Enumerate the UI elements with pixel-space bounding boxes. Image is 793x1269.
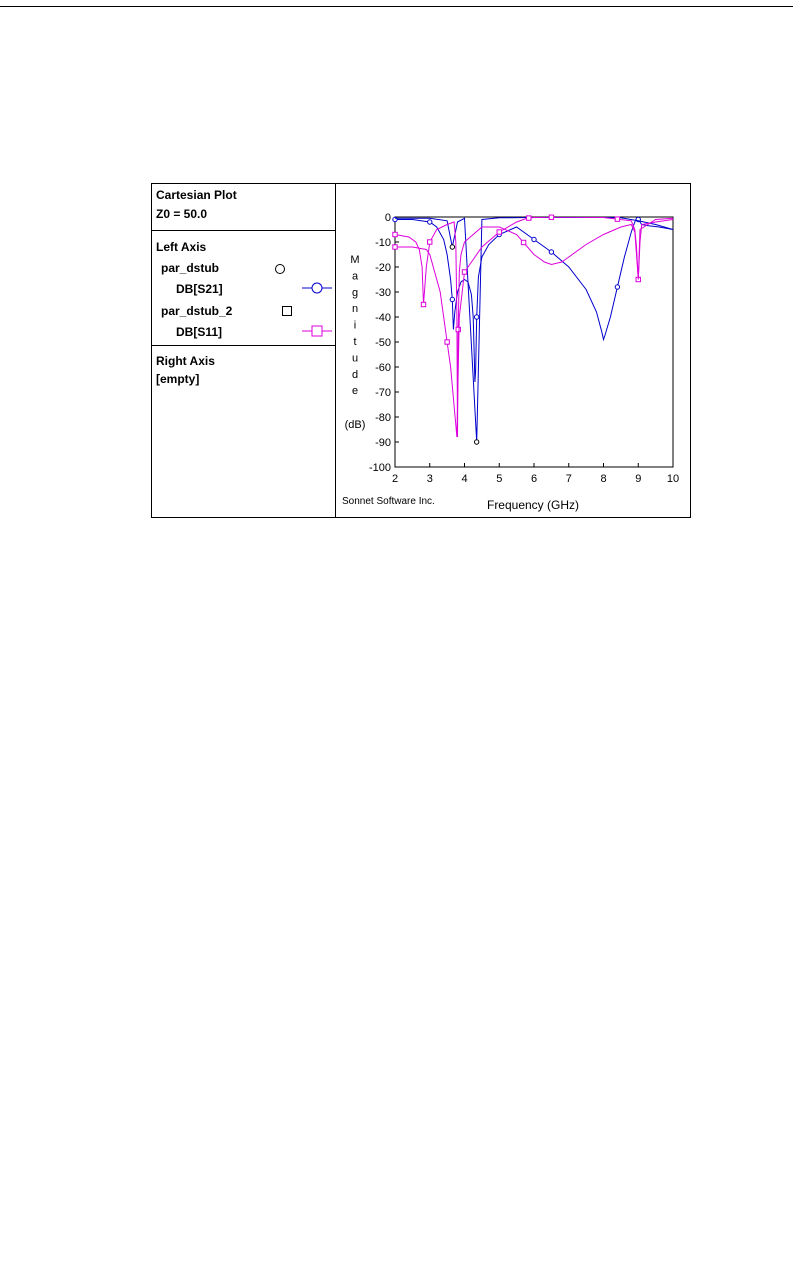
plot-panel: 0 -10 -20 -30 -40 -50 -60 -70 -80 -90 -100 2 3 4 5 6 7 8 9… [336,184,690,517]
x-tick-label: 4 [461,473,467,485]
circle-data-marker [473,439,480,445]
square-data-marker [427,239,433,245]
series-line-dbs21-3 [395,217,673,438]
square-data-marker [526,215,532,221]
x-tick-label: 8 [600,473,606,485]
y-tick-label: -60 [375,362,391,374]
y-axis-label-letter: e [352,385,358,397]
y-axis-label-letter: t [353,336,356,348]
series-2-group [395,219,673,438]
z0-label: Z0 = 50.0 [156,207,208,221]
legend-param-s21[interactable]: DB[S21] [176,282,223,296]
y-tick-label: 0 [385,212,391,224]
x-tick-label: 6 [531,473,537,485]
square-data-marker [520,239,527,246]
y-tick-label: -100 [369,462,391,474]
page-top-rule [0,6,793,7]
y-tick-label: -80 [375,412,391,424]
square-data-marker [420,301,427,308]
y-axis-label-letter: n [352,303,358,315]
x-tick-label: 9 [635,473,641,485]
y-tick-label: -40 [375,312,391,324]
legend-file-par-dstub[interactable]: par_dstub [161,261,220,275]
y-axis-label-letter: a [352,270,359,282]
y-tick-label: -30 [375,287,391,299]
square-data-marker [444,339,450,345]
left-axis-section: Left Axis par_dstub DB[S21] par_dstub_2 … [152,231,335,346]
square-data-marker [455,326,461,333]
circle-data-marker [449,244,456,250]
circle-data-marker [427,219,433,225]
x-tick-label: 3 [427,473,433,485]
plot-window: Cartesian Plot Z0 = 50.0 Left Axis par_d… [151,183,691,518]
circle-data-marker [614,284,621,290]
x-tick-label: 5 [496,473,502,485]
y-axis-label-letter: i [354,320,356,332]
series-3-group [395,217,673,438]
legend-panel: Cartesian Plot Z0 = 50.0 Left Axis par_d… [152,184,336,517]
y-tick-label: -90 [375,437,391,449]
series-sample-s11 [302,325,332,337]
y-axis-label-letter: g [352,287,358,299]
series-line-dbs21-0 [395,217,673,383]
square-data-marker [548,214,555,220]
x-axis-label: Frequency (GHz) [487,498,579,512]
x-tick-label: 2 [392,473,398,485]
series-1-group [395,217,673,443]
y-tick-label: -10 [375,237,391,249]
y-tick-label: -70 [375,387,391,399]
right-axis-section: Right Axis [empty] [152,346,335,517]
circle-data-marker [449,296,456,303]
series-sample-s21 [302,282,332,294]
y-tick-label: -20 [375,262,391,274]
square-marker-icon [282,306,292,316]
plot-type-label: Cartesian Plot [156,188,237,202]
circle-data-marker [548,249,555,255]
y-axis-unit: (dB) [345,419,366,431]
right-axis-value: [empty] [156,372,200,386]
square-data-marker [392,244,398,250]
y-tick-label: -50 [375,337,391,349]
circle-marker-icon [275,264,285,274]
plot-info-section: Cartesian Plot Z0 = 50.0 [152,184,335,231]
x-tick-label: 7 [566,473,572,485]
legend-file-par-dstub-2[interactable]: par_dstub_2 [161,304,233,318]
series-0-group [395,217,673,383]
y-axis-label-letter: M [350,254,359,266]
y-axis-label-letter: d [352,369,358,381]
square-data-marker [614,216,621,222]
credit-label: Sonnet Software Inc. [342,496,435,507]
left-axis-heading: Left Axis [156,240,207,254]
series-line-dbs11-1 [395,217,673,443]
circle-data-marker [531,236,537,243]
series-line-dbs11-2 [395,219,673,438]
right-axis-heading: Right Axis [156,354,215,368]
y-axis-label-letter: u [352,352,358,364]
square-data-marker [461,269,468,275]
x-tick-label: 10 [667,473,679,485]
circle-data-marker [473,314,480,320]
square-data-marker [496,229,502,235]
square-data-marker [392,231,398,238]
legend-param-s11[interactable]: DB[S11] [176,325,223,339]
